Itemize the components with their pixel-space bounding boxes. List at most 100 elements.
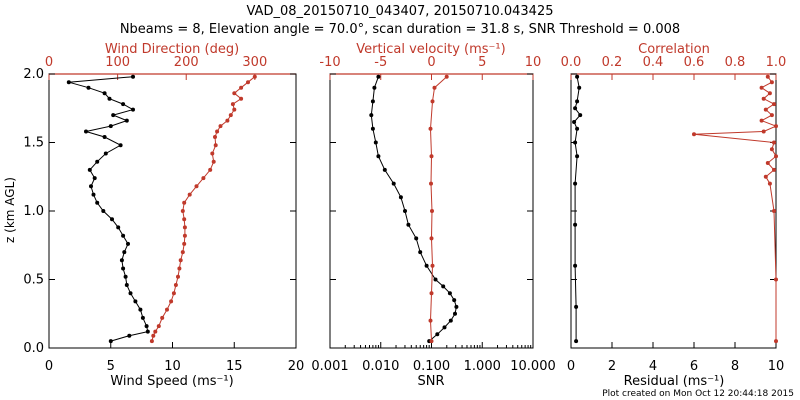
series-line-wind-direction bbox=[151, 76, 256, 342]
bottom-tick-label: 0.100 bbox=[413, 359, 450, 374]
panel-left: Wind Direction (deg) Wind Speed (ms⁻¹) 0… bbox=[23, 42, 304, 389]
data-point bbox=[376, 154, 381, 159]
data-point bbox=[414, 236, 419, 241]
data-point bbox=[575, 154, 580, 159]
data-point bbox=[252, 74, 257, 79]
data-point bbox=[373, 140, 378, 145]
data-point bbox=[108, 339, 113, 344]
data-point bbox=[239, 96, 244, 101]
data-point bbox=[369, 113, 374, 118]
data-point bbox=[769, 113, 774, 118]
top-tick-label: 0 bbox=[427, 55, 435, 70]
data-point bbox=[406, 222, 411, 227]
data-point bbox=[403, 209, 407, 213]
data-point bbox=[127, 333, 132, 338]
data-point bbox=[103, 151, 108, 156]
left-bottom-axis-label: Wind Speed (ms⁻¹) bbox=[110, 374, 233, 389]
data-point bbox=[761, 96, 766, 101]
data-point bbox=[239, 85, 244, 90]
data-point bbox=[430, 99, 435, 104]
data-point bbox=[430, 209, 434, 213]
data-point bbox=[102, 135, 107, 139]
data-point bbox=[454, 304, 459, 309]
data-point bbox=[194, 184, 199, 189]
data-point bbox=[761, 129, 766, 134]
data-point bbox=[107, 96, 112, 101]
plot-frame bbox=[48, 73, 297, 349]
data-point bbox=[215, 129, 220, 134]
data-point bbox=[111, 113, 116, 118]
data-point bbox=[140, 315, 145, 320]
data-point bbox=[769, 80, 774, 85]
data-point bbox=[391, 181, 396, 186]
bottom-tick-label: 10 bbox=[164, 359, 181, 374]
data-point bbox=[180, 250, 185, 255]
data-point bbox=[211, 159, 216, 164]
data-point bbox=[430, 263, 435, 268]
data-point bbox=[573, 140, 578, 145]
series-line-correlation bbox=[693, 76, 778, 342]
data-point bbox=[429, 236, 434, 241]
data-point bbox=[128, 291, 133, 296]
top-tick-label: 10 bbox=[525, 55, 542, 70]
data-point bbox=[428, 126, 433, 131]
figure-subtitle: Nbeams = 8, Elevation angle = 70.0°, sca… bbox=[120, 22, 680, 37]
data-point bbox=[210, 151, 215, 156]
bottom-tick-label: 4 bbox=[649, 359, 657, 374]
top-tick-label: 5 bbox=[478, 55, 486, 70]
data-point bbox=[160, 315, 165, 320]
data-point bbox=[452, 298, 457, 303]
y-axis-label: z (km AGL) bbox=[3, 177, 17, 243]
data-point bbox=[573, 222, 578, 227]
top-tick-label: 0 bbox=[45, 55, 53, 70]
data-point bbox=[87, 167, 92, 172]
data-point bbox=[772, 209, 776, 213]
data-point bbox=[118, 143, 123, 148]
top-tick-label: 300 bbox=[242, 55, 267, 70]
bottom-tick-label: 0 bbox=[567, 359, 575, 374]
data-point bbox=[182, 241, 187, 246]
data-point bbox=[178, 258, 183, 263]
series-line-snr bbox=[370, 76, 457, 342]
data-point bbox=[182, 233, 187, 238]
data-point bbox=[575, 99, 580, 104]
data-point bbox=[759, 85, 764, 90]
data-point bbox=[124, 118, 129, 123]
top-tick-label: -10 bbox=[319, 55, 340, 70]
right-bottom-axis-label: Residual (ms⁻¹) bbox=[624, 374, 725, 389]
data-point bbox=[370, 99, 375, 104]
data-point bbox=[577, 85, 582, 90]
bottom-tick-label: 1.000 bbox=[464, 359, 501, 374]
bottom-tick-label: 6 bbox=[690, 359, 698, 374]
data-point bbox=[116, 225, 121, 230]
data-point bbox=[765, 74, 770, 79]
data-point bbox=[441, 284, 446, 289]
data-point bbox=[84, 129, 88, 134]
data-point bbox=[122, 250, 127, 255]
bottom-tick-label: 0 bbox=[45, 359, 53, 374]
bottom-tick-label: 15 bbox=[226, 359, 243, 374]
data-point bbox=[574, 304, 579, 309]
data-point bbox=[763, 107, 768, 112]
plot-created-note: Plot created on Mon Oct 12 20:44:18 2015 bbox=[602, 389, 794, 399]
data-point bbox=[119, 258, 124, 263]
data-point bbox=[156, 324, 161, 329]
right-top-axis-label: Correlation bbox=[638, 42, 710, 57]
data-point bbox=[66, 80, 71, 85]
data-point bbox=[208, 167, 213, 172]
series-line-vertical-velocity bbox=[429, 76, 448, 342]
panel-middle: Vertical velocity (ms⁻¹) SNR 0.001 0.010 0… bbox=[311, 42, 555, 389]
data-point bbox=[225, 118, 230, 123]
data-point bbox=[376, 74, 381, 79]
data-point bbox=[95, 159, 100, 164]
data-point bbox=[692, 132, 696, 137]
y-tick-label: 1.0 bbox=[23, 204, 44, 219]
data-point bbox=[573, 106, 578, 111]
data-point bbox=[246, 80, 250, 85]
top-tick-label: -5 bbox=[374, 55, 387, 70]
top-tick-label: 0.2 bbox=[602, 55, 623, 70]
data-point bbox=[769, 147, 774, 152]
y-tick-label: 1.5 bbox=[23, 136, 44, 151]
data-point bbox=[131, 107, 135, 112]
top-tick-label: 0.0 bbox=[561, 55, 582, 70]
